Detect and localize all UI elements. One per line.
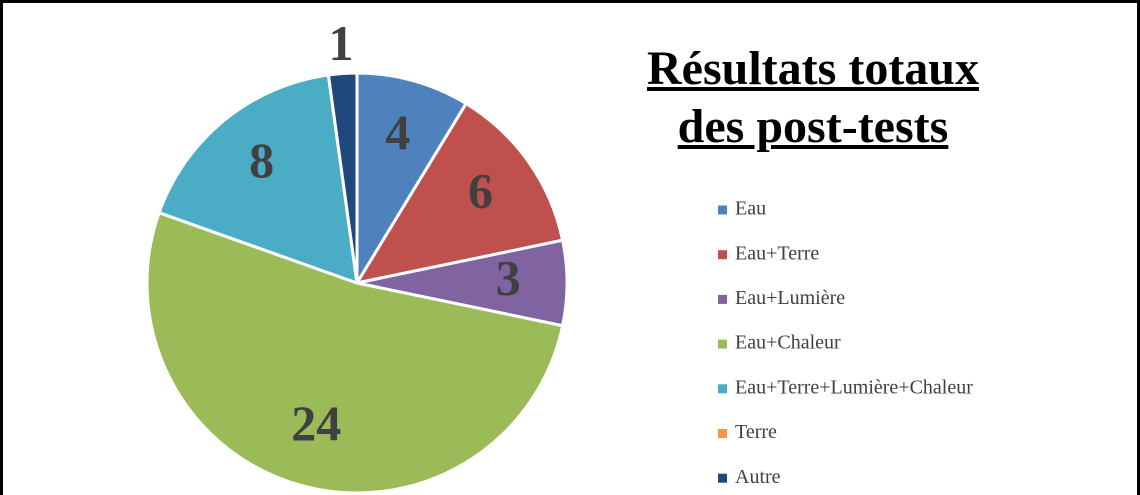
legend-label: Terre <box>735 421 777 443</box>
data-label: 1 <box>328 15 353 71</box>
legend-label: Autre <box>735 466 781 488</box>
legend-swatch <box>718 294 727 304</box>
data-label: 8 <box>249 132 274 188</box>
legend-label: Eau <box>735 198 766 220</box>
pie-slice <box>145 211 565 495</box>
legend-label: Eau+Terre+Lumière+Chaleur <box>735 376 973 398</box>
legend-swatch <box>718 250 727 260</box>
legend-swatch <box>718 339 727 349</box>
data-label: 6 <box>468 162 493 218</box>
pie-slice <box>355 102 565 285</box>
legend-swatch <box>718 205 727 215</box>
legend-label: Eau+Lumière <box>735 287 845 309</box>
pie-slice <box>355 71 468 285</box>
pie-slice <box>326 71 359 285</box>
legend-swatch <box>718 473 727 483</box>
pie-slice <box>157 73 359 285</box>
legend-label: Eau+Terre <box>735 242 819 264</box>
legend-swatch <box>718 429 727 438</box>
legend-label: Eau+Chaleur <box>735 332 841 354</box>
legend-swatch <box>718 384 727 394</box>
data-label: 4 <box>385 104 410 160</box>
data-label: 3 <box>496 249 521 305</box>
chart-title: Résultats totaux des post-tests <box>647 42 979 153</box>
data-label: 24 <box>291 395 341 451</box>
